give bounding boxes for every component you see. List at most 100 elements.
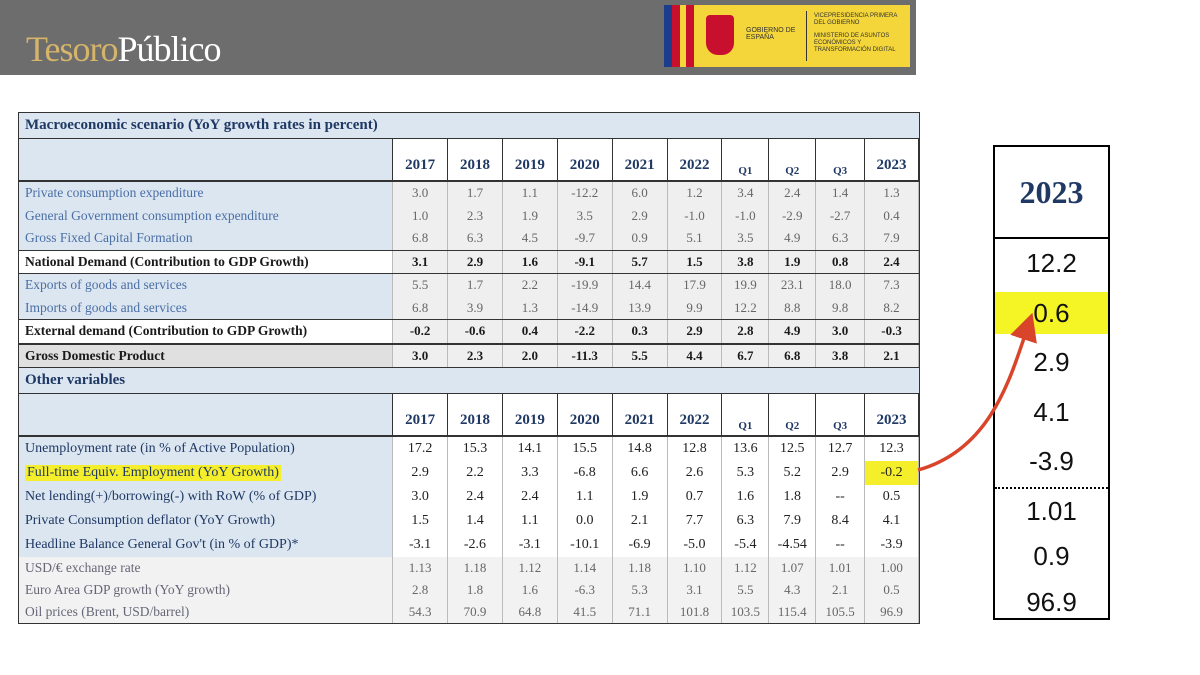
value-cell: -4.54 xyxy=(769,533,817,557)
value-cell: 0.5 xyxy=(865,485,919,509)
office-name: VICEPRESIDENCIA PRIMERA DEL GOBIERNO xyxy=(814,13,898,26)
table-row: Euro Area GDP growth (YoY growth) 2.8 1.8 1… xyxy=(19,579,919,601)
column-header: 2018 xyxy=(448,394,503,437)
value-cell: 0.3 xyxy=(612,320,668,343)
row-label-cell: Imports of goods and services xyxy=(19,296,394,319)
value-cell: 14.4 xyxy=(612,274,668,297)
value-cell: 70.9 xyxy=(448,601,503,623)
value-cell: 0.0 xyxy=(557,509,613,533)
row-label: Net lending(+)/borrowing(-) with RoW (% … xyxy=(25,489,317,504)
government-logo: GOBIERNO DE ESPAÑA VICEPRESIDENCIA PRIME… xyxy=(664,5,910,67)
value-cell: 2.4 xyxy=(502,485,558,509)
row-label: Oil prices (Brent, USD/barrel) xyxy=(25,604,190,619)
column-header: 2020 xyxy=(557,139,613,182)
value-cell: -6.3 xyxy=(557,579,613,601)
value-cell: 7.7 xyxy=(667,509,723,533)
value-cell: 1.13 xyxy=(393,557,449,579)
value-cell: 6.6 xyxy=(612,461,668,485)
sidebar-value-text: 1.01 xyxy=(1026,495,1077,526)
value-cell: 1.4 xyxy=(448,509,503,533)
value-cell: 1.4 xyxy=(816,182,866,205)
sidebar-value-text: 12.2 xyxy=(1026,248,1077,279)
column-header: 2021 xyxy=(612,139,668,182)
value-cell: 1.18 xyxy=(612,557,668,579)
column-header: Q2 xyxy=(769,394,817,437)
value-cell: -0.2 xyxy=(393,320,449,343)
value-cell: 2.9 xyxy=(393,461,449,485)
value-cell: 19.9 xyxy=(722,274,770,297)
value-cell: 5.7 xyxy=(612,250,668,273)
sidebar-value: 96.9 xyxy=(995,580,1108,626)
table-row: Unemployment rate (in % of Active Popula… xyxy=(19,437,919,461)
value-cell: 9.8 xyxy=(816,296,866,319)
row-label-cell: Gross Fixed Capital Formation xyxy=(19,227,394,250)
sidebar-header: 2023 xyxy=(995,147,1108,239)
value-cell: 12.3 xyxy=(865,437,919,461)
value-cell: 3.5 xyxy=(722,227,770,250)
value-cell: -2.6 xyxy=(448,533,503,557)
value-cell: 1.6 xyxy=(722,485,770,509)
value-cell: 1.14 xyxy=(557,557,613,579)
table-row: External demand (Contribution to GDP Gro… xyxy=(19,319,919,344)
value-cell: 13.9 xyxy=(612,296,668,319)
value-cell: 3.8 xyxy=(816,344,866,367)
row-label-cell: Euro Area GDP growth (YoY growth) xyxy=(19,579,394,601)
value-cell: 6.8 xyxy=(393,296,449,319)
value-cell: 1.1 xyxy=(502,182,558,205)
value-cell: 71.1 xyxy=(612,601,668,623)
table-row: Gross Domestic Product 3.0 2.3 2.0 -11.3 5.5 4… xyxy=(19,343,919,368)
column-header: Q1 xyxy=(722,394,770,437)
value-cell: 1.0 xyxy=(393,204,449,227)
header-cell xyxy=(19,394,394,437)
table-row: Gross Fixed Capital Formation 6.8 6.3 4.5 -9… xyxy=(19,227,919,250)
value-cell: 1.9 xyxy=(502,204,558,227)
value-cell: 8.2 xyxy=(865,296,919,319)
value-cell: 6.8 xyxy=(769,344,817,367)
value-cell: 3.1 xyxy=(667,579,723,601)
value-cell: 0.8 xyxy=(816,250,866,273)
row-label: Exports of goods and services xyxy=(25,277,187,293)
value-cell: 1.00 xyxy=(865,557,919,579)
value-cell: 3.1 xyxy=(393,250,449,273)
value-cell: 1.12 xyxy=(722,557,770,579)
value-cell: 2.6 xyxy=(667,461,723,485)
value-cell: 6.3 xyxy=(816,227,866,250)
value-cell: 2.3 xyxy=(448,204,503,227)
row-label-cell: General Government consumption expenditu… xyxy=(19,204,394,227)
ministry-name: MINISTERIO DE ASUNTOS ECONÓMICOS Y TRANS… xyxy=(814,33,896,53)
value-cell: 1.9 xyxy=(769,250,817,273)
value-cell: 3.4 xyxy=(722,182,770,205)
value-cell: -5.0 xyxy=(667,533,723,557)
value-cell: 0.5 xyxy=(865,579,919,601)
value-cell: 2.9 xyxy=(816,461,866,485)
row-label-cell: Unemployment rate (in % of Active Popula… xyxy=(19,437,394,461)
value-cell: 17.9 xyxy=(667,274,723,297)
row-label: Gross Domestic Product xyxy=(25,347,165,363)
column-header: Q2 xyxy=(769,139,817,182)
table-row: Private Consumption deflator (YoY Growth… xyxy=(19,509,919,533)
table-row: Headline Balance General Gov't (in % of … xyxy=(19,533,919,557)
value-cell: 6.3 xyxy=(722,509,770,533)
government-name: GOBIERNO DE ESPAÑA xyxy=(746,27,796,41)
sidebar: 2023 12.2 0.6 2.9 4.1 -3.9 1.01 0.9 96.9 xyxy=(993,145,1110,620)
table-row: Full-time Equiv. Employment (YoY Growth)… xyxy=(19,461,919,485)
value-cell: 1.18 xyxy=(448,557,503,579)
sidebar-value-text: 4.1 xyxy=(1033,396,1070,427)
value-cell: 15.3 xyxy=(448,437,503,461)
value-cell: 7.9 xyxy=(865,227,919,250)
row-label: Private consumption expenditure xyxy=(25,185,204,201)
value-cell: 5.2 xyxy=(769,461,817,485)
value-cell: 5.5 xyxy=(393,274,449,297)
table-row: Net lending(+)/borrowing(-) with RoW (% … xyxy=(19,485,919,509)
value-cell: 2.4 xyxy=(769,182,817,205)
value-cell: 3.0 xyxy=(393,344,449,367)
value-cell: 4.9 xyxy=(769,320,817,343)
logo: TesoroPúblico xyxy=(26,28,221,70)
value-cell: 3.5 xyxy=(557,204,613,227)
sidebar-value-text: 96.9 xyxy=(1026,586,1077,617)
column-header: 2023 xyxy=(865,139,919,182)
sidebar-value: 12.2 xyxy=(995,239,1108,289)
value-cell: -- xyxy=(816,533,866,557)
value-cell: 1.5 xyxy=(393,509,449,533)
value-cell: 3.0 xyxy=(393,182,449,205)
